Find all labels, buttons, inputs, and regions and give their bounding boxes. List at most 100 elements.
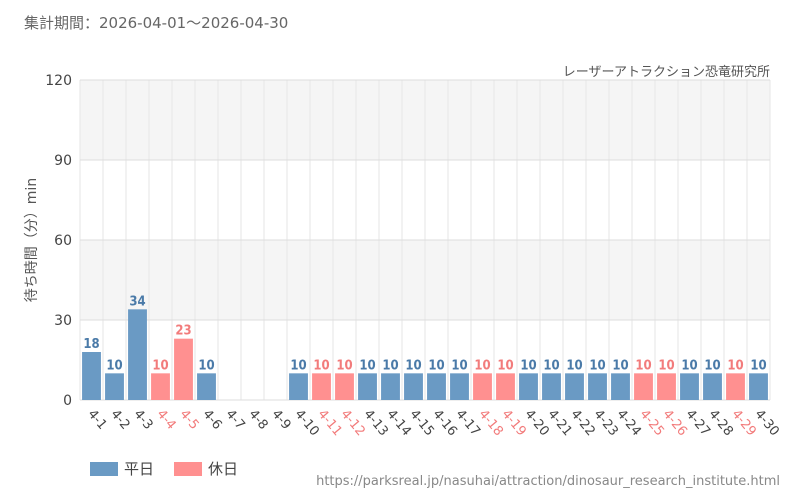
x-tick-label: 4-1	[84, 407, 109, 433]
y-tick-label: 0	[63, 393, 72, 409]
bar	[335, 373, 354, 400]
bar	[565, 373, 584, 400]
data-label: 10	[497, 358, 513, 373]
x-tick-label: 4-19	[498, 407, 528, 439]
x-tick-label: 4-11	[314, 407, 344, 439]
data-label: 10	[566, 358, 582, 373]
bar	[749, 373, 768, 400]
x-tick-label: 4-27	[682, 407, 712, 439]
x-tick-label: 4-24	[613, 407, 643, 439]
data-label: 10	[635, 358, 651, 373]
legend-holiday: 休日	[174, 458, 238, 479]
data-label: 10	[359, 358, 375, 373]
bar	[381, 373, 400, 400]
bar	[657, 373, 676, 400]
x-tick-label: 4-23	[590, 407, 620, 439]
legend-weekday-swatch	[90, 461, 118, 476]
y-tick-label: 30	[54, 313, 72, 329]
y-tick-label: 60	[54, 233, 72, 249]
bar	[542, 373, 561, 400]
x-tick-label: 4-12	[337, 407, 367, 439]
data-label: 10	[612, 358, 628, 373]
x-tick-label: 4-17	[452, 407, 482, 439]
data-label: 18	[83, 337, 99, 352]
x-tick-label: 4-2	[107, 407, 132, 433]
data-label: 10	[543, 358, 559, 373]
bar	[197, 373, 216, 400]
legend: 平日 休日	[90, 458, 250, 479]
data-label: 10	[152, 358, 168, 373]
data-label: 10	[451, 358, 467, 373]
data-label: 34	[129, 294, 145, 309]
bar	[151, 373, 170, 400]
data-label: 10	[198, 358, 214, 373]
bar	[634, 373, 653, 400]
bar	[519, 373, 538, 400]
x-tick-label: 4-29	[728, 407, 758, 439]
x-tick-label: 4-26	[659, 407, 689, 439]
data-label: 10	[750, 358, 766, 373]
data-label: 10	[589, 358, 605, 373]
bar	[404, 373, 423, 400]
x-tick-label: 4-15	[406, 407, 436, 439]
data-label: 10	[474, 358, 490, 373]
x-tick-label: 4-20	[521, 407, 551, 439]
bar	[358, 373, 377, 400]
x-tick-label: 4-28	[705, 407, 735, 439]
x-tick-label: 4-25	[636, 407, 666, 439]
legend-weekday-label: 平日	[124, 460, 155, 478]
x-tick-label: 4-8	[245, 407, 270, 433]
y-tick-label: 90	[54, 153, 72, 169]
data-label: 10	[681, 358, 697, 373]
x-tick-label: 4-30	[751, 407, 781, 439]
period-label: 集計期間：2026-04-01～2026-04-30	[24, 14, 289, 32]
x-tick-label: 4-21	[544, 407, 574, 439]
data-label: 10	[290, 358, 306, 373]
x-tick-label: 4-9	[268, 407, 293, 433]
bar	[289, 373, 308, 400]
y-axis-label: 待ち時間（分）min	[24, 178, 40, 302]
data-label: 10	[727, 358, 743, 373]
attraction-name: レーザーアトラクション恐竜研究所	[562, 65, 770, 80]
bar	[496, 373, 515, 400]
data-label: 10	[382, 358, 398, 373]
x-tick-label: 4-13	[360, 407, 390, 439]
x-tick-label: 4-5	[176, 407, 201, 433]
bar	[726, 373, 745, 400]
bar	[312, 373, 331, 400]
data-label: 10	[313, 358, 329, 373]
data-label: 10	[704, 358, 720, 373]
x-tick-label: 4-22	[567, 407, 597, 439]
bar	[105, 373, 124, 400]
bar	[680, 373, 699, 400]
bar	[82, 352, 101, 400]
data-label: 10	[520, 358, 536, 373]
bar	[174, 338, 193, 400]
x-tick-label: 4-14	[383, 407, 413, 439]
bar	[427, 373, 446, 400]
bar	[611, 373, 630, 400]
data-label: 10	[428, 358, 444, 373]
x-tick-label: 4-4	[153, 407, 178, 433]
legend-weekday: 平日	[90, 458, 154, 479]
legend-holiday-label: 休日	[208, 460, 239, 478]
x-tick-label: 4-16	[429, 407, 459, 439]
data-label: 10	[336, 358, 352, 373]
data-label: 10	[658, 358, 674, 373]
y-tick-label: 120	[45, 73, 72, 89]
x-tick-label: 4-18	[475, 407, 505, 439]
bar	[588, 373, 607, 400]
x-tick-label: 4-7	[222, 407, 247, 433]
bar	[703, 373, 722, 400]
source-url[interactable]: https://parksreal.jp/nasuhai/attraction/…	[316, 474, 780, 489]
data-label: 10	[405, 358, 421, 373]
x-tick-label: 4-10	[291, 407, 321, 439]
data-label: 10	[106, 358, 122, 373]
x-tick-label: 4-6	[199, 407, 224, 433]
bar	[128, 309, 147, 400]
x-tick-label: 4-3	[130, 407, 155, 433]
bar	[450, 373, 469, 400]
legend-holiday-swatch	[174, 461, 203, 476]
bar	[473, 373, 492, 400]
